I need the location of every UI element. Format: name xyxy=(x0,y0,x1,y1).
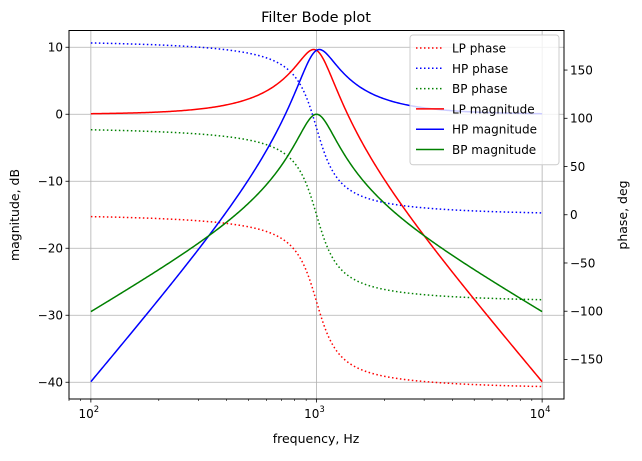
y-right-tick-label: 50 xyxy=(570,160,585,174)
chart-title: Filter Bode plot xyxy=(261,10,371,26)
y-left-tick-label: −30 xyxy=(38,309,63,323)
y-left-tick-label: 0 xyxy=(55,108,63,122)
y-right-tick-label: 0 xyxy=(570,208,578,222)
legend: LP phase HP phase BP phase LP magnitude HP m… xyxy=(409,34,560,166)
legend-label: HP magnitude xyxy=(452,123,537,137)
legend-box xyxy=(409,34,560,166)
x-axis-label: frequency, Hz xyxy=(273,431,360,446)
x-tick-label: 103 xyxy=(304,405,325,421)
y-right-tick-label: 150 xyxy=(570,63,593,77)
y-left-tick-label: −20 xyxy=(38,242,63,256)
y-right-tick-label: −150 xyxy=(570,353,603,367)
legend-label: LP magnitude xyxy=(452,102,535,116)
x-tick-label: 104 xyxy=(530,405,551,421)
legend-label: BP magnitude xyxy=(452,143,536,157)
y-right-tick-label: −100 xyxy=(570,305,603,319)
series-line-bp-magnitude xyxy=(90,113,543,313)
axis-layer: 102 103 104100−10−20−30−40150100500−50−100… xyxy=(38,41,603,421)
legend-label: HP phase xyxy=(452,62,508,76)
y-left-tick-label: 10 xyxy=(48,41,63,55)
y-left-tick-label: −10 xyxy=(38,175,63,189)
y-axis-label-right: phase, deg xyxy=(615,180,630,249)
y-right-tick-label: −50 xyxy=(570,256,595,270)
legend-label: LP phase xyxy=(452,42,506,56)
y-right-tick-label: 100 xyxy=(570,112,593,126)
y-axis-label-left: magnitude, dB xyxy=(7,169,22,261)
y-left-tick-label: −40 xyxy=(38,376,63,390)
x-tick-label: 102 xyxy=(79,405,100,421)
legend-label: BP phase xyxy=(452,82,508,96)
